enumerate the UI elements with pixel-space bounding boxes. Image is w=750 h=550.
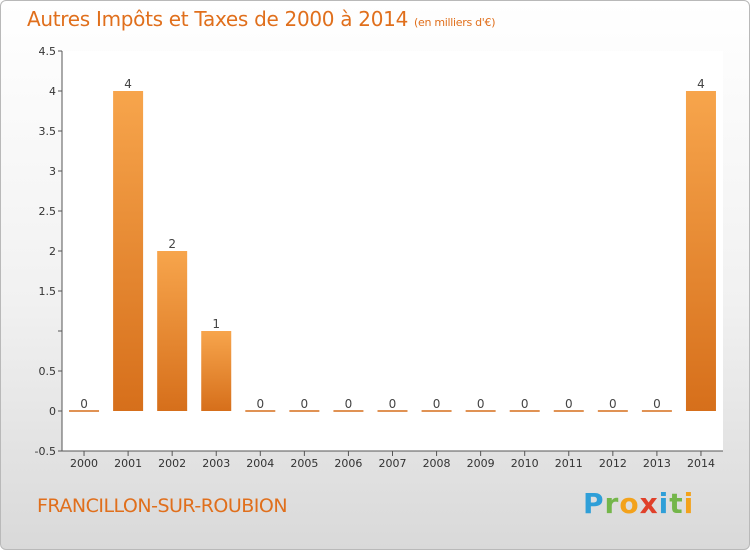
bar <box>113 91 144 411</box>
data-label: 0 <box>521 397 529 411</box>
x-tick-label: 2012 <box>599 457 627 470</box>
subtitle-unit: (en milliers d'€) <box>414 16 496 29</box>
x-tick-label: 2006 <box>334 457 362 470</box>
y-tick-label: 3 <box>49 165 56 178</box>
y-tick-label: 1.5 <box>39 285 57 298</box>
x-tick-label: 2009 <box>467 457 495 470</box>
x-tick-label: 2010 <box>511 457 539 470</box>
logo-letter: i <box>658 487 670 520</box>
data-label: 0 <box>345 397 353 411</box>
y-tick-label: 2.5 <box>39 205 57 218</box>
logo-letter: o <box>619 487 640 520</box>
x-tick-label: 2004 <box>246 457 274 470</box>
x-tick-label: 2000 <box>70 457 98 470</box>
data-label: 0 <box>565 397 573 411</box>
x-tick-label: 2007 <box>379 457 407 470</box>
x-tick-label: 2008 <box>423 457 451 470</box>
data-label: 0 <box>389 397 397 411</box>
bar <box>157 251 188 411</box>
data-label: 0 <box>477 397 485 411</box>
logo-letter: x <box>639 487 659 520</box>
bar <box>685 91 716 411</box>
data-label: 0 <box>256 397 264 411</box>
y-tick-label: 2 <box>49 245 56 258</box>
commune-name: FRANCILLON-SUR-ROUBION <box>37 495 288 517</box>
data-label: 0 <box>653 397 661 411</box>
x-tick-label: 2014 <box>687 457 715 470</box>
y-tick-label: 0 <box>49 405 56 418</box>
data-label: 4 <box>124 77 132 91</box>
data-label: 0 <box>433 397 441 411</box>
y-tick-label: 3.5 <box>39 125 57 138</box>
data-label: 0 <box>80 397 88 411</box>
data-label: 0 <box>609 397 617 411</box>
logo-letter: r <box>604 487 620 520</box>
data-label: 4 <box>697 77 705 91</box>
x-tick-label: 2013 <box>643 457 671 470</box>
y-tick-label: 0.5 <box>39 365 57 378</box>
x-tick-label: 2001 <box>114 457 142 470</box>
data-label: 2 <box>168 237 176 251</box>
title-text: Autres Impôts et Taxes de 2000 à 2014 <box>27 7 408 31</box>
data-label: 1 <box>212 317 220 331</box>
proxiti-logo: Proxiti <box>583 487 694 520</box>
y-tick-label: -0.5 <box>35 445 56 458</box>
data-label: 0 <box>301 397 309 411</box>
logo-letter: P <box>583 487 605 520</box>
x-tick-label: 2005 <box>290 457 318 470</box>
bar <box>201 331 232 411</box>
x-tick-label: 2002 <box>158 457 186 470</box>
y-tick-label: 4.5 <box>39 45 57 58</box>
logo-letter: i <box>683 487 695 520</box>
y-tick-label: 4 <box>49 85 56 98</box>
x-tick-label: 2011 <box>555 457 583 470</box>
logo-letter: t <box>669 487 684 520</box>
x-tick-label: 2003 <box>202 457 230 470</box>
chart-title: Autres Impôts et Taxes de 2000 à 2014 (en… <box>27 7 495 31</box>
